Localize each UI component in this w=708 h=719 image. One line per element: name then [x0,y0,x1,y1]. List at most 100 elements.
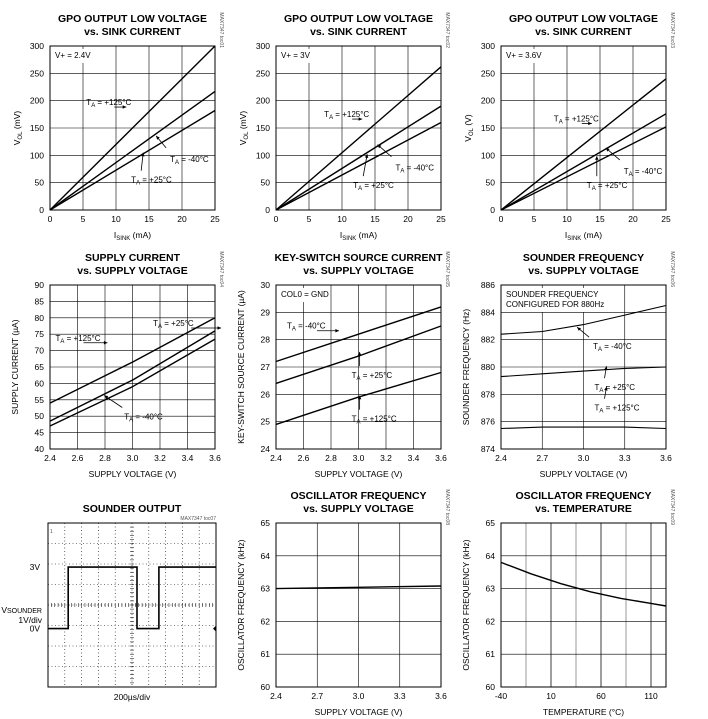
series-line [49,330,216,422]
x-tick-label: 5 [532,214,537,224]
x-tick-label: 10 [111,214,121,224]
annotation-arrowhead [103,341,108,345]
plot-frame [275,522,442,688]
annotation-label: TA = -40°C [124,412,163,423]
series-line [500,126,667,211]
annotation-arrowhead [588,121,592,126]
y-tick-label: 882 [481,335,495,345]
chart-title-line: vs. SINK CURRENT [535,26,632,38]
condition-label: V+ = 3V [281,51,311,60]
series-line [500,426,667,430]
series-line [275,306,442,363]
annotation-label: TA = +125°C [56,334,101,345]
scope-y-label: VSOUNDER [1,605,42,615]
series-line [49,317,216,404]
x-tick-label: 15 [595,214,605,224]
x-tick-label: 3.2 [380,453,392,463]
y-axis-label: SOUNDER FREQUENCY (Hz) [461,309,471,426]
annotation-arrowhead [122,105,127,109]
x-tick-label: 0 [499,214,504,224]
annotation-label: TA = +125°C [554,114,599,125]
y-tick-label: 150 [30,123,44,133]
x-axis-label: ISINK (mA) [565,230,602,242]
series-line [275,325,442,385]
plot-frame [49,284,216,450]
annotation-arrowhead [358,117,363,121]
chart-title-line: vs. SUPPLY VOLTAGE [303,265,413,277]
y-axis-label: KEY-SWITCH SOURCE CURRENT (µA) [236,290,246,444]
series-line [275,121,442,211]
x-tick-label: 2.4 [270,691,282,701]
annotation-arrowhead [217,326,222,330]
annotation-arrowhead [335,328,339,333]
chart-title-line: vs. SINK CURRENT [310,26,407,38]
y-axis-label: VOL (V) [463,114,475,142]
y-tick-label: 70 [35,346,45,356]
annotation-arrowhead [357,395,362,400]
x-tick-label: 20 [177,214,187,224]
x-tick-label: 2.8 [99,453,111,463]
scope-x-scale-label: 200µs/div [114,692,151,702]
part-code: MAX7347 toc02 [444,12,450,48]
annotation-label: TA = -40°C [287,322,326,333]
x-tick-label: 3.6 [435,453,447,463]
y-tick-label: 62 [486,616,496,626]
part-code: MAX7347 toc09 [669,489,675,525]
x-tick-label: 2.4 [44,453,56,463]
series-line [49,109,216,211]
annotation-label: TA = +125°C [324,110,369,121]
y-tick-label: 61 [261,649,271,659]
y-tick-label: 65 [261,518,271,528]
x-tick-label: 60 [596,691,606,701]
y-axis-label: SUPPLY CURRENT (µA) [10,319,20,414]
y-tick-label: 40 [35,444,45,454]
condition-box [503,49,551,63]
y-tick-label: 200 [256,96,270,106]
condition-label: SOUNDER FREQUENCY [506,290,599,299]
condition-box [278,49,317,63]
series-line [500,78,667,211]
y-tick-label: 60 [486,682,496,692]
x-tick-label: 10 [562,214,572,224]
x-tick-label: 2.7 [536,453,548,463]
y-tick-label: 29 [261,307,271,317]
annotation-label: TA = +125°C [352,415,397,426]
annotation-label: TA = +125°C [86,98,131,109]
y-tick-label: 200 [30,96,44,106]
y-tick-label: 250 [30,68,44,78]
x-tick-label: 3.6 [209,453,221,463]
scope-level-label: 3V [30,562,41,572]
annotation-label: TA = +25°C [353,181,394,192]
y-axis-label: OSCILLATOR FREQUENCY (kHz) [236,539,246,670]
y-tick-label: 55 [35,395,45,405]
x-tick-label: 20 [628,214,638,224]
x-tick-label: 2.8 [325,453,337,463]
y-tick-label: 24 [261,444,271,454]
x-axis-label: SUPPLY VOLTAGE (V) [315,707,403,717]
x-tick-label: 2.7 [311,691,323,701]
y-tick-label: 0 [265,205,270,215]
annotation-arrowhead [577,327,582,331]
x-tick-label: 2.6 [72,453,84,463]
y-tick-label: 300 [256,41,270,51]
y-tick-label: 90 [35,280,45,290]
series-line [49,338,216,427]
series-line [275,585,442,590]
part-code: MAX7347 toc07 [180,516,216,522]
plot-frame [500,522,667,688]
y-tick-label: 876 [481,417,495,427]
y-tick-label: 27 [261,362,271,372]
x-tick-label: 0 [274,214,279,224]
y-tick-label: 50 [261,178,271,188]
part-code: MAX7347 toc08 [444,489,450,525]
y-tick-label: 0 [39,205,44,215]
y-tick-label: 80 [35,313,45,323]
condition-label: V+ = 2.4V [55,51,91,60]
y-tick-label: 60 [261,682,271,692]
y-tick-label: 100 [481,150,495,160]
y-tick-label: 300 [30,41,44,51]
annotation-label: TA = +25°C [131,176,172,187]
annotation-arrowhead [605,147,610,152]
